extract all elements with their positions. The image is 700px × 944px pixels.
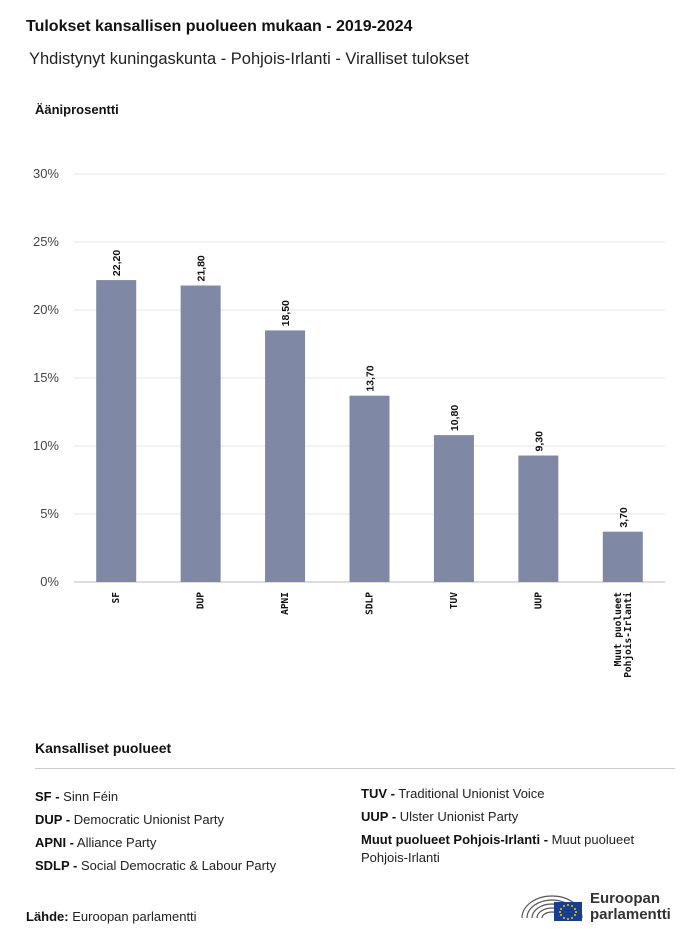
legend-party-name: Alliance Party: [74, 835, 157, 850]
legend-divider: [35, 768, 675, 769]
legend-item: Muut puolueet Pohjois-Irlanti - Muut puo…: [361, 831, 671, 867]
bar: [349, 395, 390, 582]
legend-abbr: TUV -: [361, 786, 395, 801]
legend-abbr: DUP -: [35, 812, 71, 827]
legend-abbr: UUP -: [361, 809, 397, 824]
legend-item: SDLP - Social Democratic & Labour Party: [35, 854, 345, 877]
source-note: Lähde: Euroopan parlamentti: [26, 909, 197, 924]
y-tick-label: 20%: [33, 302, 59, 317]
legend-abbr: Muut puolueet Pohjois-Irlanti -: [361, 832, 549, 847]
data-label: 21,80: [196, 255, 208, 281]
legend-party-name: Traditional Unionist Voice: [394, 786, 545, 801]
x-tick-label: DUP: [196, 592, 207, 609]
legend-party-name: Democratic Unionist Party: [70, 812, 225, 827]
legend-column-left: SF - Sinn Féin DUP - Democratic Unionist …: [35, 785, 345, 877]
european-parliament-logo: [518, 884, 678, 926]
logo-text-line-2: parlamentti: [590, 906, 671, 923]
bar-chart: 0% 5% 10% 15% 20% 25% 30% 22,20 SF 21,80 DUP 18,50 A…: [33, 166, 665, 678]
data-label: 10,80: [449, 405, 461, 431]
legend-party-name: Sinn Féin: [59, 789, 119, 804]
y-tick-label: 15%: [33, 370, 59, 385]
x-tick-label: SDLP: [365, 592, 376, 615]
y-tick-label: 10%: [33, 438, 59, 453]
logo-text: Euroopan parlamentti: [590, 891, 671, 923]
x-tick-label: UUP: [533, 592, 544, 609]
legend-abbr: SF -: [35, 789, 60, 804]
legend-column-right: TUV - Traditional Unionist Voice UUP - Ul…: [361, 785, 671, 872]
legend-item: SF - Sinn Féin: [35, 785, 345, 808]
logo-text-line-1: Euroopan: [590, 890, 660, 907]
x-tick-label: Pohjois-Irlanti: [623, 592, 634, 678]
chart-subtitle: Yhdistynyt kuningaskunta - Pohjois-Irlan…: [29, 50, 469, 68]
legend-item: DUP - Democratic Unionist Party: [35, 808, 345, 831]
legend-party-name: Muut puolueet Pohjois-Irlanti: [361, 832, 635, 865]
x-tick-label: Muut puolueet: [613, 592, 624, 666]
chart-title: Tulokset kansallisen puolueen mukaan - 2…: [26, 18, 413, 35]
legend-party-name: Ulster Unionist Party: [396, 809, 519, 824]
bar: [518, 455, 559, 582]
y-axis-label: Ääniprosentti: [35, 102, 119, 117]
data-label: 3,70: [618, 507, 630, 528]
legend-abbr: SDLP -: [35, 858, 78, 873]
legend-party-name: Social Democratic & Labour Party: [77, 858, 277, 873]
legend-title: Kansalliset puolueet: [35, 740, 172, 756]
y-tick-label: 30%: [33, 166, 59, 181]
legend-abbr: APNI -: [35, 835, 74, 850]
legend-item: APNI - Alliance Party: [35, 831, 345, 854]
x-tick-label: TUV: [449, 592, 460, 609]
x-tick-label: APNI: [280, 592, 291, 615]
parliament-hemicycle-icon: [521, 895, 583, 921]
source-value: Euroopan parlamentti: [72, 909, 197, 924]
data-label: 13,70: [365, 365, 377, 391]
legend-item: TUV - Traditional Unionist Voice: [361, 785, 671, 803]
y-tick-label: 0%: [40, 574, 59, 589]
legend-item: UUP - Ulster Unionist Party: [361, 808, 671, 826]
bar: [433, 435, 474, 582]
bar: [265, 330, 306, 582]
data-label: 22,20: [111, 250, 123, 276]
y-tick-label: 25%: [33, 234, 59, 249]
bar: [602, 531, 643, 582]
data-label: 18,50: [280, 300, 292, 326]
source-label: Lähde:: [26, 909, 69, 924]
y-tick-label: 5%: [40, 506, 59, 521]
x-tick-label: SF: [111, 592, 122, 604]
bar: [180, 285, 221, 582]
data-label: 9,30: [533, 431, 545, 452]
bar: [96, 280, 137, 582]
